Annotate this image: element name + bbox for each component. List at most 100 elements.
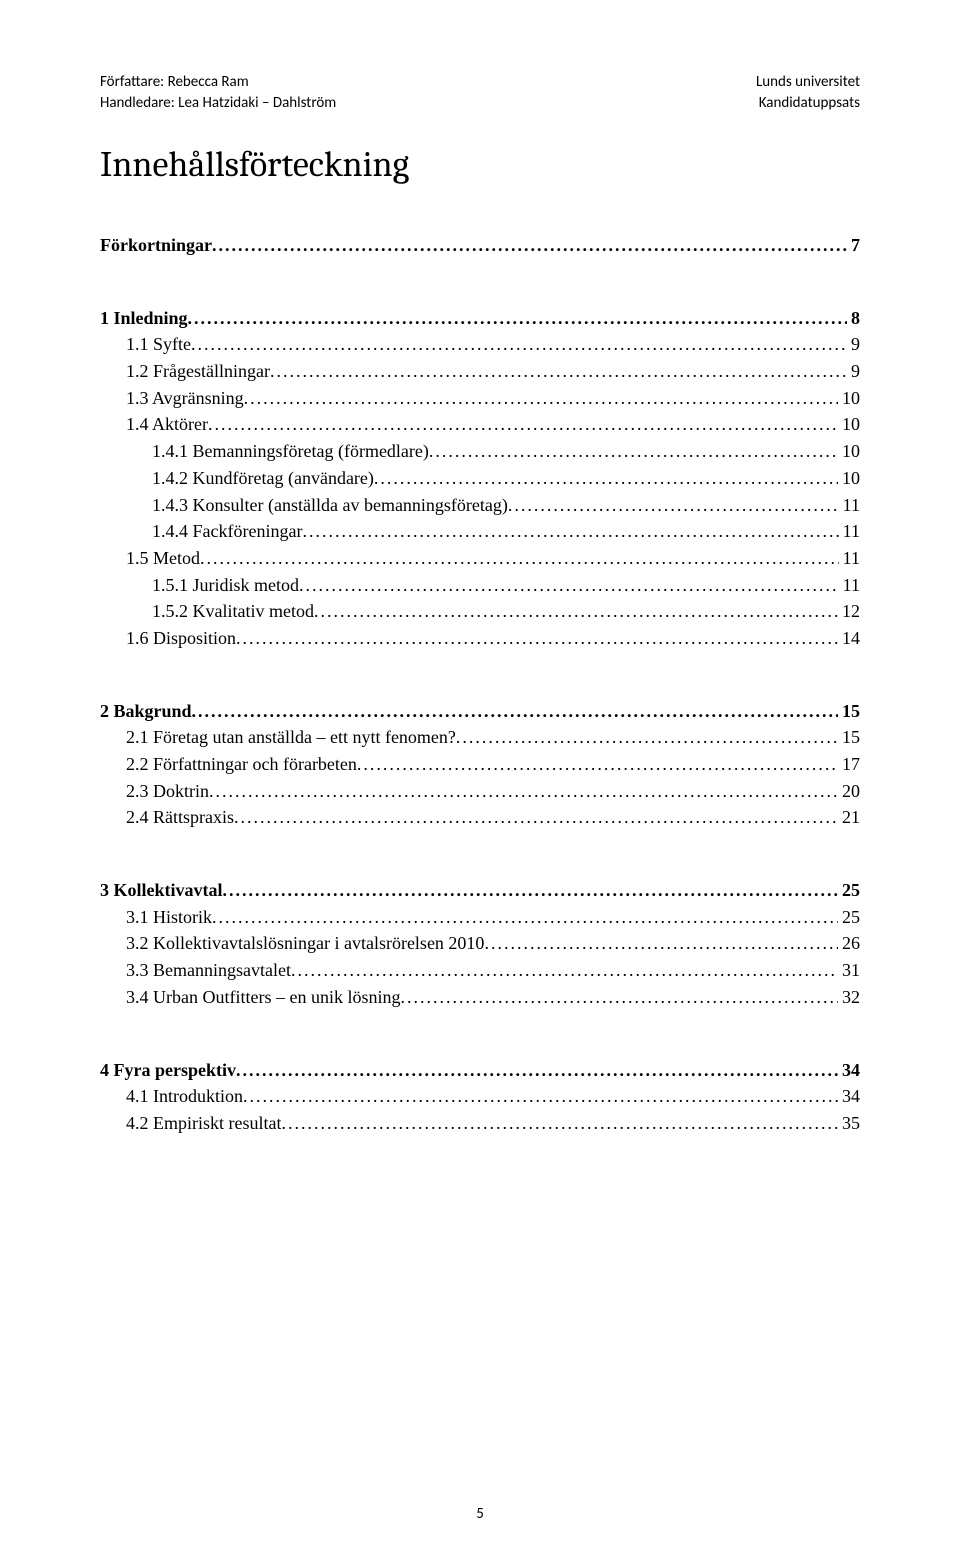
toc-entry: 1.1 Syfte 9 [100,334,860,355]
toc-entry: 4 Fyra perspektiv 34 [100,1060,860,1081]
thesis-type: Kandidatuppsats [756,93,860,114]
toc-entry: 2.1 Företag utan anställda – ett nytt fe… [100,727,860,748]
toc-leader-dots [191,334,847,355]
toc-entry-label: 4.2 Empiriskt resultat [126,1113,281,1134]
author-line: Författare: Rebecca Ram [100,72,336,93]
toc-entry: 1.4.3 Konsulter (anställda av bemannings… [100,495,860,516]
toc-leader-dots [302,521,838,542]
toc-entry-label: 1.5 Metod [126,548,200,569]
toc-leader-dots [291,960,838,981]
toc-entry: 3.2 Kollektivavtalslösningar i avtalsrör… [100,933,860,954]
toc-entry-page: 17 [838,754,860,775]
toc-entry-label: 4.1 Introduktion [126,1086,243,1107]
toc-entry: 4.2 Empiriskt resultat 35 [100,1113,860,1134]
toc-entry-page: 7 [847,235,860,256]
toc-leader-dots [281,1113,838,1134]
toc-entry-page: 34 [838,1060,860,1081]
toc-entry: 2.4 Rättspraxis 21 [100,807,860,828]
toc-spacer [100,655,860,701]
toc-entry: 2 Bakgrund 15 [100,701,860,722]
toc-leader-dots [244,388,838,409]
toc-entry-page: 31 [838,960,860,981]
page-header: Författare: Rebecca Ram Handledare: Lea … [100,72,860,114]
toc-entry-page: 9 [847,334,860,355]
toc-entry-page: 12 [838,601,860,622]
toc-leader-dots [223,880,839,901]
toc-entry-label: 2.1 Företag utan anställda – ett nytt fe… [126,727,456,748]
toc-entry-page: 35 [838,1113,860,1134]
toc-entry: 1.3 Avgränsning 10 [100,388,860,409]
toc-entry: 1.4.4 Fackföreningar 11 [100,521,860,542]
toc-entry-page: 11 [839,495,860,516]
toc-entry-label: 2.3 Doktrin [126,781,209,802]
toc-entry: 3.1 Historik 25 [100,907,860,928]
toc-entry-page: 34 [838,1086,860,1107]
toc-entry-label: 1.1 Syfte [126,334,191,355]
toc-leader-dots [212,235,847,256]
toc-entry: 3.3 Bemanningsavtalet 31 [100,960,860,981]
university-name: Lunds universitet [756,72,860,93]
page-title: Innehållsförteckning [100,144,860,185]
toc-entry-page: 14 [838,628,860,649]
toc-spacer [100,1014,860,1060]
toc-entry-label: 1.6 Disposition [126,628,236,649]
toc-entry-page: 25 [838,907,860,928]
toc-entry: 1.5.2 Kvalitativ metod 12 [100,601,860,622]
toc-leader-dots [374,468,838,489]
toc-leader-dots [212,907,838,928]
toc-leader-dots [243,1086,838,1107]
toc-leader-dots [270,361,847,382]
toc-entry-label: Förkortningar [100,235,212,256]
toc-entry: 1.4.2 Kundföretag (användare) 10 [100,468,860,489]
table-of-contents: Förkortningar 71 Inledning 81.1 Syfte 91… [100,235,860,1134]
toc-entry-label: 3 Kollektivavtal [100,880,223,901]
toc-entry: 1 Inledning 8 [100,308,860,329]
toc-entry-label: 1.3 Avgränsning [126,388,244,409]
toc-entry-label: 3.4 Urban Outfitters – en unik lösning [126,987,400,1008]
toc-entry-label: 1 Inledning [100,308,188,329]
toc-leader-dots [456,727,838,748]
toc-entry-label: 2.2 Författningar och förarbeten [126,754,357,775]
toc-entry-page: 15 [838,701,860,722]
toc-leader-dots [357,754,838,775]
toc-leader-dots [299,575,839,596]
toc-entry-page: 21 [838,807,860,828]
toc-entry-page: 26 [838,933,860,954]
toc-entry: 1.6 Disposition 14 [100,628,860,649]
toc-entry: 2.2 Författningar och förarbeten 17 [100,754,860,775]
toc-entry: 3 Kollektivavtal 25 [100,880,860,901]
toc-entry-label: 1.4.1 Bemanningsföretag (förmedlare) [152,441,429,462]
toc-entry-label: 1.4.2 Kundföretag (användare) [152,468,374,489]
toc-leader-dots [209,781,838,802]
toc-entry-page: 9 [847,361,860,382]
toc-entry-page: 8 [847,308,860,329]
toc-leader-dots [188,308,847,329]
toc-leader-dots [429,441,838,462]
toc-entry-page: 11 [839,521,860,542]
toc-entry: 3.4 Urban Outfitters – en unik lösning 3… [100,987,860,1008]
toc-entry: 2.3 Doktrin 20 [100,781,860,802]
toc-leader-dots [400,987,838,1008]
toc-entry-label: 1.5.1 Juridisk metod [152,575,299,596]
page-number: 5 [476,1505,484,1523]
toc-entry: 1.2 Frågeställningar 9 [100,361,860,382]
toc-entry-label: 1.4.3 Konsulter (anställda av bemannings… [152,495,508,516]
toc-entry-label: 1.2 Frågeställningar [126,361,270,382]
toc-entry-label: 1.4 Aktörer [126,414,208,435]
toc-entry-page: 11 [839,548,860,569]
toc-leader-dots [314,601,838,622]
toc-spacer [100,262,860,308]
toc-entry-label: 3.3 Bemanningsavtalet [126,960,291,981]
toc-leader-dots [484,933,838,954]
toc-entry-label: 2.4 Rättspraxis [126,807,234,828]
toc-leader-dots [508,495,839,516]
toc-spacer [100,834,860,880]
toc-entry-page: 25 [838,880,860,901]
toc-leader-dots [208,414,838,435]
toc-entry-label: 1.5.2 Kvalitativ metod [152,601,314,622]
toc-entry-page: 10 [838,468,860,489]
toc-entry: Förkortningar 7 [100,235,860,256]
toc-entry-page: 10 [838,388,860,409]
toc-entry-page: 10 [838,441,860,462]
header-right: Lunds universitet Kandidatuppsats [756,72,860,114]
